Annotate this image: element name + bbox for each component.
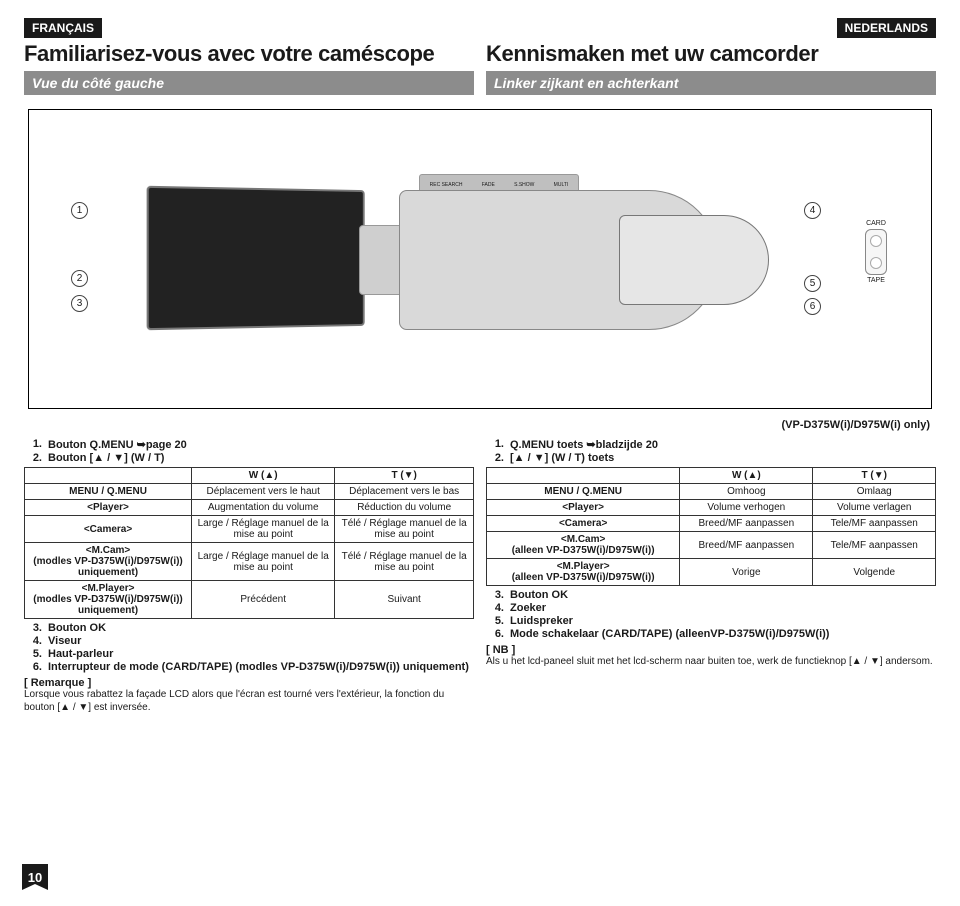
nl-item-6: 6.Mode schakelaar (CARD/TAPE) (alleenVP-…	[490, 628, 936, 640]
nl-note-body: Als u het lcd-paneel sluit met het lcd-s…	[486, 656, 936, 669]
fr-item-4: 4.Viseur	[28, 635, 474, 647]
callout-5: 5	[804, 275, 821, 292]
switch-label-tape: TAPE	[855, 277, 897, 284]
fr-item-3: 3.Bouton OK	[28, 622, 474, 634]
nl-table: W (▲) T (▼) MENU / Q.MENUOmhoogOmlaag <P…	[486, 467, 936, 586]
mode-switch-graphic: CARD TAPE	[855, 220, 897, 284]
camera-figure: REC SEARCHFADES.SHOWMULTI 1 2 3 4 5 6 CA…	[28, 109, 932, 409]
callout-1: 1	[71, 202, 88, 219]
fr-item-6: 6.Interrupteur de mode (CARD/TAPE) (modl…	[28, 661, 474, 673]
callout-2: 2	[71, 270, 88, 287]
fr-item-1: 1. Bouton Q.MENU ➥page 20	[28, 438, 474, 451]
title-fr: Familiarisez-vous avec votre caméscope	[24, 41, 474, 67]
nl-note-head: [ NB ]	[486, 644, 936, 656]
nl-item-4: 4.Zoeker	[490, 602, 936, 614]
callout-4: 4	[804, 202, 821, 219]
fr-item-5: 5.Haut-parleur	[28, 648, 474, 660]
fr-note-head: [ Remarque ]	[24, 677, 474, 689]
nl-item-3: 3.Bouton OK	[490, 589, 936, 601]
nl-item-5: 5.Luidspreker	[490, 615, 936, 627]
fr-item-2: 2. Bouton [▲ / ▼] (W / T)	[28, 452, 474, 464]
model-only-note: (VP-D375W(i)/D975W(i) only)	[24, 419, 930, 431]
callout-3: 3	[71, 295, 88, 312]
fr-note-body: Lorsque vous rabattez la façade LCD alor…	[24, 689, 474, 714]
switch-label-card: CARD	[855, 220, 897, 227]
lang-badge-nl: NEDERLANDS	[837, 18, 936, 38]
title-nl: Kennismaken met uw camcorder	[486, 41, 936, 67]
lang-badge-fr: FRANÇAIS	[24, 18, 102, 38]
subbar-fr: Vue du côté gauche	[24, 71, 474, 95]
nl-item-1: 1. Q.MENU toets ➥bladzijde 20	[490, 438, 936, 451]
nl-item-2: 2. [▲ / ▼] (W / T) toets	[490, 452, 936, 464]
fr-table: W (▲) T (▼) MENU / Q.MENUDéplacement ver…	[24, 467, 474, 619]
callout-6: 6	[804, 298, 821, 315]
page-number-badge: 10	[22, 864, 48, 890]
subbar-nl: Linker zijkant en achterkant	[486, 71, 936, 95]
